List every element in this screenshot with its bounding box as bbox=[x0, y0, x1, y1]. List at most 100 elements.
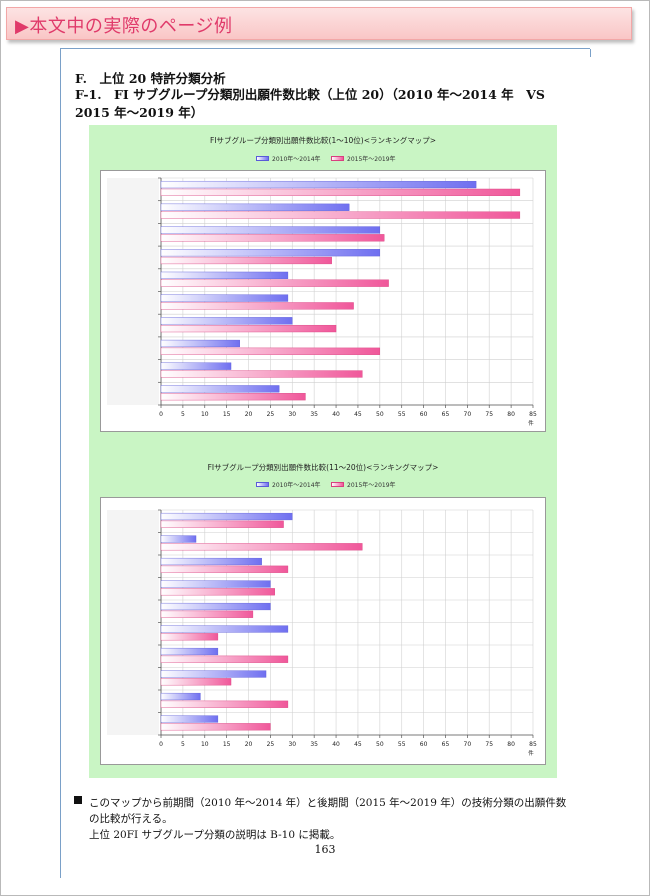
x-tick-label: 25 bbox=[267, 411, 275, 418]
chart-2-svg: 0 5 10 15 20 25 30 35 40 45 50 55 60 65 70 75 80 85件 bbox=[107, 509, 537, 757]
legend-label-series-b: 2015年～2019年 bbox=[347, 482, 396, 489]
chart-panel: FIサブグループ分類別出願件数比較(1～10位)<ランキングマップ> 2010年… bbox=[89, 125, 557, 778]
footer-line-3: 上位 20FI サブグループ分類の説明は B-10 に掲載。 bbox=[89, 829, 341, 841]
bar-series-b bbox=[160, 543, 363, 551]
chart-2-title: FIサブグループ分類別出願件数比較(11～20位)<ランキングマップ> bbox=[207, 463, 439, 472]
bar-series-a bbox=[160, 625, 289, 633]
chart-2-legend: 2010年～2014年 2015年～2019年 bbox=[89, 480, 557, 490]
section-subheading: F-1. FI サブグループ分類別出願件数比較（上位 20）（2010 年～20… bbox=[75, 87, 545, 120]
x-tick-label: 25 bbox=[267, 741, 275, 748]
x-tick-label: 70 bbox=[464, 411, 472, 418]
bar-series-b bbox=[160, 256, 332, 265]
bar-series-b bbox=[160, 279, 389, 287]
x-tick-label: 65 bbox=[442, 411, 450, 418]
bar-series-a bbox=[160, 271, 289, 279]
bar-series-a bbox=[160, 385, 280, 393]
x-tick-label: 60 bbox=[420, 741, 428, 748]
legend-label-series-b: 2015年～2019年 bbox=[347, 156, 396, 163]
bar-series-b bbox=[160, 700, 289, 708]
chart-1-svg: 0 5 10 15 20 25 30 35 40 45 50 55 60 65 70 75 80 85件 bbox=[107, 177, 537, 427]
x-tick-label: 10 bbox=[201, 741, 209, 748]
bar-series-b bbox=[160, 678, 232, 686]
bar-series-a bbox=[160, 692, 201, 701]
category-label-area bbox=[107, 510, 159, 735]
bar-series-b bbox=[160, 610, 254, 618]
x-tick-label: 65 bbox=[442, 741, 450, 748]
bar-series-b bbox=[160, 347, 381, 355]
banner-title: ▶本文中の実際のページ例 bbox=[15, 16, 233, 37]
bar-series-a bbox=[160, 180, 477, 189]
legend-swatch-series-a bbox=[256, 156, 269, 161]
bar-series-a bbox=[160, 512, 293, 521]
bar-series-b bbox=[160, 565, 289, 573]
bar-series-a bbox=[160, 362, 232, 370]
x-tick-label: 55 bbox=[398, 411, 406, 418]
x-tick-label: 85 bbox=[529, 411, 537, 418]
bar-series-b bbox=[160, 655, 289, 663]
bar-series-b bbox=[160, 633, 219, 641]
bar-series-a bbox=[160, 647, 219, 656]
x-tick-label: 85 bbox=[529, 741, 537, 748]
legend-item-series-a: 2010年～2014年 bbox=[256, 154, 321, 163]
x-tick-label: 5 bbox=[181, 741, 185, 748]
bar-series-a bbox=[160, 602, 271, 611]
x-tick-label: 45 bbox=[354, 741, 362, 748]
chart-1-title: FIサブグループ分類別出願件数比較(1～10位)<ランキングマップ> bbox=[209, 136, 437, 145]
x-axis-unit: 件 bbox=[528, 749, 534, 757]
bar-series-a bbox=[160, 203, 350, 211]
bar-series-b bbox=[160, 370, 363, 378]
x-tick-label: 75 bbox=[485, 411, 493, 418]
x-axis-unit: 件 bbox=[528, 419, 534, 427]
bar-series-a bbox=[160, 226, 381, 234]
x-tick-label: 15 bbox=[223, 741, 231, 748]
x-tick-label: 0 bbox=[159, 741, 163, 748]
legend-swatch-series-b bbox=[331, 156, 344, 161]
x-tick-label: 20 bbox=[245, 741, 253, 748]
x-tick-label: 75 bbox=[485, 741, 493, 748]
bullet-square-icon bbox=[74, 796, 82, 804]
bar-series-b bbox=[160, 302, 354, 310]
x-tick-label: 35 bbox=[310, 741, 318, 748]
legend-item-series-a: 2010年～2014年 bbox=[256, 480, 321, 489]
page-number: 163 bbox=[314, 843, 336, 856]
document-page-border bbox=[60, 48, 591, 878]
bar-series-b bbox=[160, 211, 521, 219]
legend-item-series-b: 2015年～2019年 bbox=[331, 154, 396, 163]
chart-1-plot-box: 0 5 10 15 20 25 30 35 40 45 50 55 60 65 70 75 80 85 件 bbox=[100, 170, 546, 432]
section-heading: F. 上位 20 特許分類分析 bbox=[75, 71, 226, 86]
bar-series-a bbox=[160, 249, 381, 257]
x-tick-label: 55 bbox=[398, 741, 406, 748]
chart-1-legend: 2010年～2014年 2015年～2019年 bbox=[89, 154, 557, 164]
x-tick-label: 10 bbox=[201, 411, 209, 418]
x-tick-label: 5 bbox=[181, 411, 185, 418]
page-example-banner: ▶本文中の実際のページ例 bbox=[6, 7, 632, 40]
category-label-area bbox=[107, 178, 159, 405]
bar-series-b bbox=[160, 723, 271, 731]
x-tick-label: 50 bbox=[376, 741, 384, 748]
footer-line-1: このマップから前期間（2010 年～2014 年）と後期間（2015 年～201… bbox=[89, 797, 567, 809]
bar-series-a bbox=[160, 339, 240, 348]
x-tick-label: 70 bbox=[464, 741, 472, 748]
bar-series-a bbox=[160, 557, 262, 566]
x-tick-label: 30 bbox=[288, 741, 296, 748]
bar-series-b bbox=[160, 520, 284, 528]
legend-label-series-a: 2010年～2014年 bbox=[272, 482, 321, 489]
x-tick-label: 20 bbox=[245, 411, 253, 418]
bar-series-a bbox=[160, 715, 219, 723]
legend-swatch-series-a bbox=[256, 482, 269, 487]
x-tick-label: 15 bbox=[223, 411, 231, 418]
x-tick-label: 80 bbox=[507, 741, 515, 748]
bar-series-a bbox=[160, 670, 267, 678]
footer-note: このマップから前期間（2010 年～2014 年）と後期間（2015 年～201… bbox=[74, 795, 594, 843]
x-tick-label: 35 bbox=[310, 411, 318, 418]
x-tick-label: 40 bbox=[332, 741, 340, 748]
bar-series-b bbox=[160, 234, 385, 242]
x-tick-label: 60 bbox=[420, 411, 428, 418]
bar-series-b bbox=[160, 188, 521, 196]
footer-line-2: の比較が行える。 bbox=[89, 813, 173, 825]
bar-series-a bbox=[160, 535, 197, 543]
x-tick-label: 30 bbox=[288, 411, 296, 418]
legend-label-series-a: 2010年～2014年 bbox=[272, 156, 321, 163]
x-tick-label: 80 bbox=[507, 411, 515, 418]
bar-series-b bbox=[160, 324, 337, 333]
